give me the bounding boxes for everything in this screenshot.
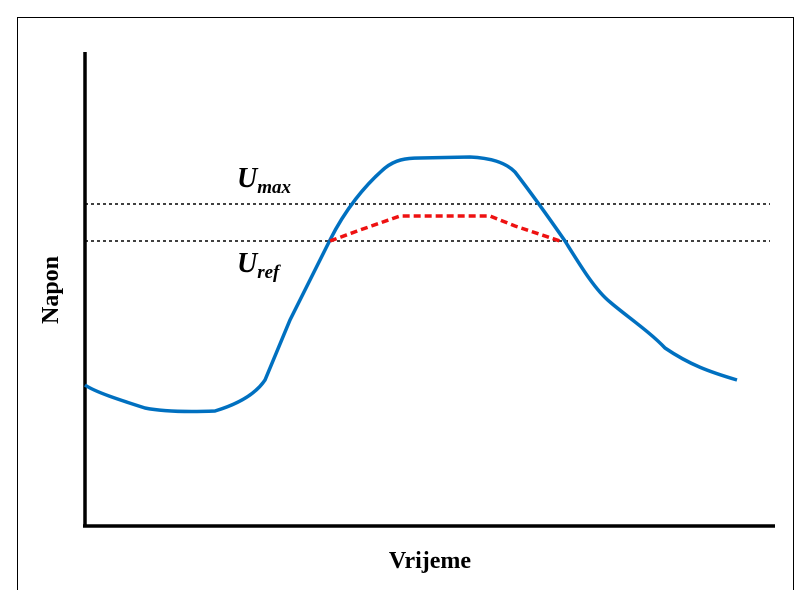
umax-label: Umax [237, 163, 292, 198]
x-axis-label: Vrijeme [389, 548, 472, 574]
regulated-curve [329, 214, 561, 243]
uref-label: Uref [237, 248, 281, 283]
frame [17, 17, 794, 590]
y-axis-label: Napon [38, 256, 64, 324]
voltage-curve [83, 155, 738, 414]
